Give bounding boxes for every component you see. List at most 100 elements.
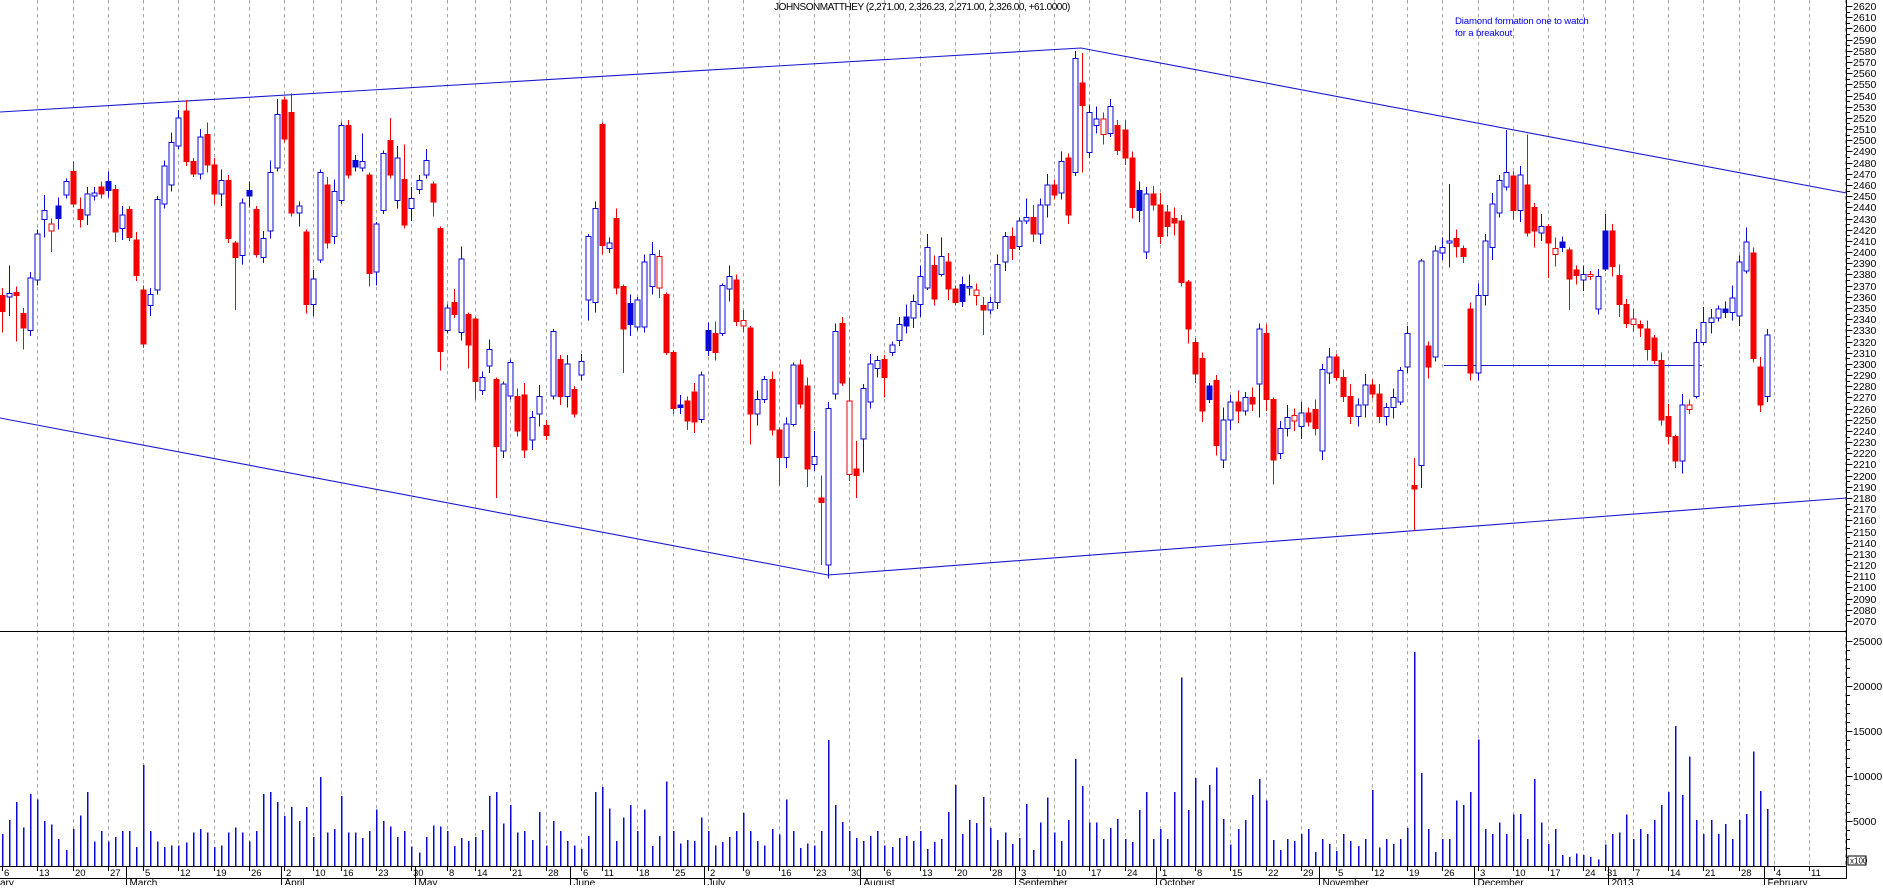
svg-text:12: 12 bbox=[1374, 868, 1385, 879]
svg-text:20: 20 bbox=[957, 868, 968, 879]
svg-text:29: 29 bbox=[1303, 868, 1314, 879]
svg-text:12: 12 bbox=[180, 868, 191, 879]
svg-text:30: 30 bbox=[413, 868, 424, 879]
svg-text:16: 16 bbox=[343, 868, 354, 879]
svg-text:24: 24 bbox=[1585, 868, 1596, 879]
svg-text:17: 17 bbox=[1550, 868, 1561, 879]
svg-text:25000: 25000 bbox=[1853, 636, 1882, 648]
svg-text:2490: 2490 bbox=[1853, 146, 1877, 158]
svg-text:2120: 2120 bbox=[1853, 560, 1877, 572]
svg-text:8: 8 bbox=[449, 868, 454, 879]
svg-text:2230: 2230 bbox=[1853, 437, 1877, 449]
svg-text:9: 9 bbox=[745, 868, 750, 879]
svg-text:2260: 2260 bbox=[1853, 404, 1877, 416]
svg-text:16: 16 bbox=[781, 868, 792, 879]
svg-text:27: 27 bbox=[110, 868, 121, 879]
svg-text:2110: 2110 bbox=[1853, 571, 1876, 583]
svg-text:23: 23 bbox=[378, 868, 389, 879]
svg-text:19: 19 bbox=[1409, 868, 1420, 879]
svg-text:2540: 2540 bbox=[1853, 91, 1877, 103]
svg-text:2610: 2610 bbox=[1853, 12, 1877, 24]
svg-text:31: 31 bbox=[1607, 868, 1618, 879]
svg-text:2160: 2160 bbox=[1853, 515, 1877, 527]
svg-text:2550: 2550 bbox=[1853, 79, 1877, 91]
svg-text:2340: 2340 bbox=[1853, 314, 1877, 326]
svg-text:2330: 2330 bbox=[1853, 325, 1877, 337]
svg-text:2560: 2560 bbox=[1853, 68, 1877, 80]
svg-text:10: 10 bbox=[1056, 868, 1067, 879]
svg-text:2190: 2190 bbox=[1853, 482, 1877, 494]
svg-text:20: 20 bbox=[75, 868, 86, 879]
svg-text:2: 2 bbox=[710, 868, 715, 879]
svg-text:for a breakout: for a breakout bbox=[1455, 28, 1513, 39]
svg-text:28: 28 bbox=[992, 868, 1003, 879]
svg-text:December: December bbox=[1478, 878, 1525, 885]
svg-text:26: 26 bbox=[1444, 868, 1455, 879]
svg-text:2280: 2280 bbox=[1853, 381, 1877, 393]
svg-text:March: March bbox=[130, 878, 158, 885]
svg-text:28: 28 bbox=[1741, 868, 1752, 879]
svg-text:July: July bbox=[708, 878, 726, 885]
svg-text:6: 6 bbox=[583, 868, 588, 879]
svg-text:13: 13 bbox=[922, 868, 933, 879]
svg-text:2370: 2370 bbox=[1853, 281, 1877, 293]
svg-text:14: 14 bbox=[1670, 868, 1681, 879]
svg-text:2180: 2180 bbox=[1853, 493, 1877, 505]
svg-text:May: May bbox=[419, 878, 438, 885]
svg-text:2310: 2310 bbox=[1853, 348, 1877, 360]
svg-text:2090: 2090 bbox=[1853, 594, 1877, 606]
svg-text:18: 18 bbox=[639, 868, 650, 879]
svg-text:25: 25 bbox=[675, 868, 686, 879]
svg-text:26: 26 bbox=[251, 868, 262, 879]
svg-text:August: August bbox=[864, 878, 895, 885]
svg-text:September: September bbox=[1019, 878, 1069, 885]
svg-text:2460: 2460 bbox=[1853, 180, 1877, 192]
svg-text:2350: 2350 bbox=[1853, 303, 1877, 315]
svg-text:5000: 5000 bbox=[1853, 816, 1877, 828]
svg-text:2400: 2400 bbox=[1853, 247, 1877, 259]
svg-text:6: 6 bbox=[886, 868, 891, 879]
svg-text:2100: 2100 bbox=[1853, 582, 1877, 594]
svg-text:February: February bbox=[1768, 878, 1808, 885]
svg-text:2390: 2390 bbox=[1853, 258, 1877, 270]
svg-text:2500: 2500 bbox=[1853, 135, 1877, 147]
svg-text:2620: 2620 bbox=[1853, 1, 1877, 13]
svg-text:11: 11 bbox=[1811, 868, 1821, 879]
svg-text:2520: 2520 bbox=[1853, 113, 1877, 125]
svg-text:October: October bbox=[1160, 878, 1196, 885]
svg-text:2410: 2410 bbox=[1853, 236, 1877, 248]
svg-text:2570: 2570 bbox=[1853, 57, 1877, 69]
svg-text:2250: 2250 bbox=[1853, 415, 1877, 427]
svg-text:24: 24 bbox=[1127, 868, 1138, 879]
svg-text:22: 22 bbox=[1268, 868, 1279, 879]
svg-text:2210: 2210 bbox=[1853, 459, 1877, 471]
svg-text:x100: x100 bbox=[1850, 857, 1868, 866]
svg-text:17: 17 bbox=[1091, 868, 1102, 879]
svg-text:2420: 2420 bbox=[1853, 225, 1877, 237]
svg-text:2450: 2450 bbox=[1853, 191, 1877, 203]
svg-text:2070: 2070 bbox=[1853, 616, 1877, 628]
svg-text:5: 5 bbox=[145, 868, 150, 879]
svg-text:2440: 2440 bbox=[1853, 202, 1877, 214]
svg-text:April: April bbox=[285, 878, 305, 885]
svg-text:2530: 2530 bbox=[1853, 102, 1877, 114]
svg-text:JOHNSONMATTHEY (2,271.00, 2,32: JOHNSONMATTHEY (2,271.00, 2,326.23, 2,27… bbox=[774, 2, 1070, 13]
svg-text:2013: 2013 bbox=[1612, 878, 1635, 885]
svg-text:2300: 2300 bbox=[1853, 359, 1877, 371]
svg-text:2200: 2200 bbox=[1853, 471, 1877, 483]
svg-text:15: 15 bbox=[1232, 868, 1243, 879]
svg-text:November: November bbox=[1323, 878, 1370, 885]
svg-text:2240: 2240 bbox=[1853, 426, 1877, 438]
svg-text:June: June bbox=[574, 878, 596, 885]
svg-text:1: 1 bbox=[1162, 868, 1167, 879]
svg-text:2510: 2510 bbox=[1853, 124, 1877, 136]
svg-text:2430: 2430 bbox=[1853, 214, 1877, 226]
svg-text:28: 28 bbox=[548, 868, 559, 879]
svg-text:2150: 2150 bbox=[1853, 527, 1877, 539]
svg-text:19: 19 bbox=[216, 868, 227, 879]
svg-text:2220: 2220 bbox=[1853, 448, 1877, 460]
svg-text:6: 6 bbox=[4, 868, 9, 879]
svg-text:30: 30 bbox=[851, 868, 862, 879]
svg-text:23: 23 bbox=[816, 868, 827, 879]
svg-text:ary: ary bbox=[0, 878, 14, 885]
